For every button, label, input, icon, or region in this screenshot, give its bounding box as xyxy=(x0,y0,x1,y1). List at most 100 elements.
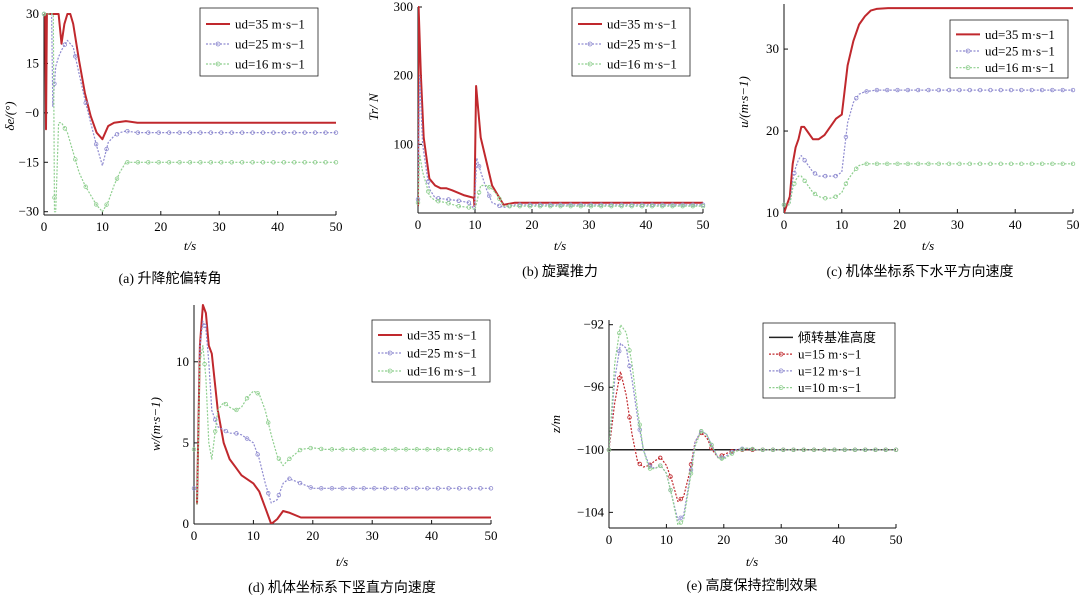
y-tick-label: 100 xyxy=(394,136,414,151)
series-marker-3 xyxy=(166,160,172,165)
x-axis-label: t/s xyxy=(336,554,348,569)
series-marker-2 xyxy=(905,87,911,93)
y-tick-label: −30 xyxy=(19,204,39,219)
legend-entry: ud=25 m·s−1 xyxy=(607,37,677,52)
series-marker-3 xyxy=(323,160,328,165)
series-marker-3 xyxy=(627,363,632,369)
series-marker-2 xyxy=(297,480,303,486)
series-marker-3 xyxy=(527,203,533,209)
series-marker-4 xyxy=(822,447,827,453)
series-marker-3 xyxy=(436,199,441,204)
series-marker-3 xyxy=(266,420,271,425)
y-tick-label: 10 xyxy=(766,205,779,220)
series-marker-4 xyxy=(852,447,858,453)
series-marker-3 xyxy=(83,184,88,189)
legend-swatch-marker xyxy=(778,351,784,357)
series-marker-3 xyxy=(250,160,255,165)
legend-entry: 倾转基准高度 xyxy=(798,330,876,345)
series-marker-2 xyxy=(250,130,255,135)
series-marker-2 xyxy=(668,474,673,479)
series-marker-2 xyxy=(202,323,207,329)
series-marker-2 xyxy=(617,376,622,381)
x-tick-label: 20 xyxy=(893,217,906,232)
series-marker-2 xyxy=(260,130,266,135)
x-tick-label: 50 xyxy=(697,217,710,232)
series-marker-2 xyxy=(466,200,472,205)
series-marker-4 xyxy=(781,447,786,453)
series-marker-2 xyxy=(372,486,377,491)
series-marker-4 xyxy=(627,348,632,353)
series-marker-3 xyxy=(198,160,203,165)
series-marker-2 xyxy=(208,130,214,135)
series-marker-3 xyxy=(312,160,318,165)
series-marker-2 xyxy=(854,96,859,101)
series-marker-2 xyxy=(382,486,388,491)
series-marker-4 xyxy=(606,447,612,453)
series-marker-3 xyxy=(1039,161,1045,167)
chart-caption: (e) 高度保持控制效果 xyxy=(686,577,817,594)
series-marker-3 xyxy=(403,447,409,452)
x-tick-label: 50 xyxy=(330,219,343,234)
series-marker-4 xyxy=(740,447,745,452)
series-marker-3 xyxy=(957,161,962,167)
legend-entry: ud=16 m·s−1 xyxy=(985,60,1055,75)
series-marker-3 xyxy=(885,161,890,167)
series-marker-2 xyxy=(73,54,78,59)
series-marker-3 xyxy=(588,203,594,209)
series-marker-2 xyxy=(936,87,942,93)
series-marker-2 xyxy=(1070,87,1076,93)
x-tick-label: 30 xyxy=(366,528,379,543)
series-marker-2 xyxy=(688,462,694,467)
series-marker-3 xyxy=(73,157,78,162)
series-marker-2 xyxy=(885,87,890,93)
legend: ud=35 m·s−1 ud=25 m·s−1ud=16 m·s−1 xyxy=(949,19,1069,79)
chart-caption: (b) 旋翼推力 xyxy=(522,264,598,280)
series-marker-2 xyxy=(198,130,203,135)
x-tick-label: 40 xyxy=(1009,217,1022,232)
series-marker-3 xyxy=(936,161,942,167)
series-marker-3 xyxy=(537,203,543,209)
legend-entry: ud=25 m·s−1 xyxy=(235,37,305,52)
series-marker-3 xyxy=(287,456,292,461)
series-marker-3 xyxy=(700,203,706,209)
legend-entry: ud=25 m·s−1 xyxy=(985,44,1055,59)
legend-swatch-marker xyxy=(965,65,971,71)
series-marker-3 xyxy=(792,181,797,186)
series-marker-4 xyxy=(811,447,817,453)
series-marker-2 xyxy=(517,202,522,207)
series-marker-3 xyxy=(1029,161,1034,167)
legend-swatch-marker xyxy=(965,48,971,54)
legend-entry: ud=35 m·s−1 xyxy=(235,17,305,32)
series-marker-3 xyxy=(609,203,614,209)
x-tick-label: 10 xyxy=(660,532,673,547)
legend-swatch-marker xyxy=(778,385,784,391)
series-marker-3 xyxy=(234,407,239,413)
series-marker-3 xyxy=(319,446,324,452)
series-marker-2 xyxy=(229,130,234,135)
legend-entry: u=12 m·s−1 xyxy=(798,363,861,378)
series-marker-3 xyxy=(619,203,624,209)
x-tick-label: 40 xyxy=(832,532,845,547)
series-marker-3 xyxy=(967,161,972,167)
legend-swatch-marker xyxy=(215,41,221,47)
series-marker-3 xyxy=(281,160,287,165)
series-marker-3 xyxy=(329,447,335,452)
series-marker-2 xyxy=(350,486,356,491)
series-marker-3 xyxy=(874,161,880,167)
x-tick-label: 30 xyxy=(213,219,226,234)
series-marker-2 xyxy=(1008,87,1014,93)
series-line-2 xyxy=(196,320,491,505)
series-marker-3 xyxy=(213,429,218,434)
legend-swatch-marker xyxy=(215,61,221,67)
series-marker-3 xyxy=(854,166,859,171)
series-marker-2 xyxy=(239,130,245,135)
series-marker-2 xyxy=(446,486,451,491)
x-tick-label: 10 xyxy=(469,217,482,232)
series-marker-4 xyxy=(719,456,724,461)
legend-entry: u=10 m·s−1 xyxy=(798,380,861,395)
series-line-2 xyxy=(44,13,336,167)
series-marker-3 xyxy=(302,160,307,165)
y-tick-label: 30 xyxy=(766,41,779,56)
y-axis-label: z/m xyxy=(548,415,563,434)
series-marker-2 xyxy=(323,130,328,135)
